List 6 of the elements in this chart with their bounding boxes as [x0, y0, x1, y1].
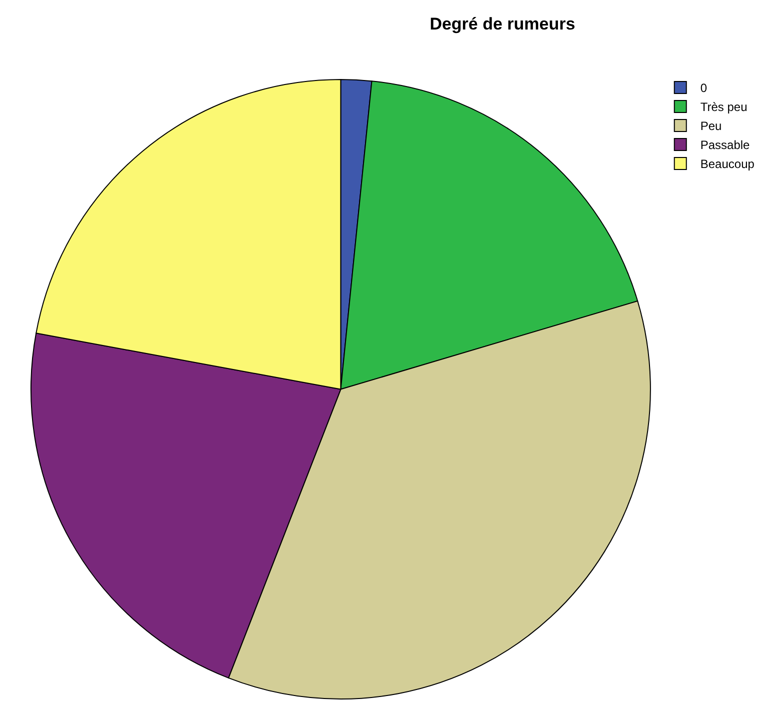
legend-label: Passable [700, 138, 750, 152]
legend-label: Beaucoup [700, 157, 755, 172]
chart-title: Degré de rumeurs [430, 14, 576, 34]
legend-label: Très peu [700, 100, 748, 114]
legend-label: 0 [700, 81, 708, 96]
legend-label: Peu [700, 119, 722, 134]
